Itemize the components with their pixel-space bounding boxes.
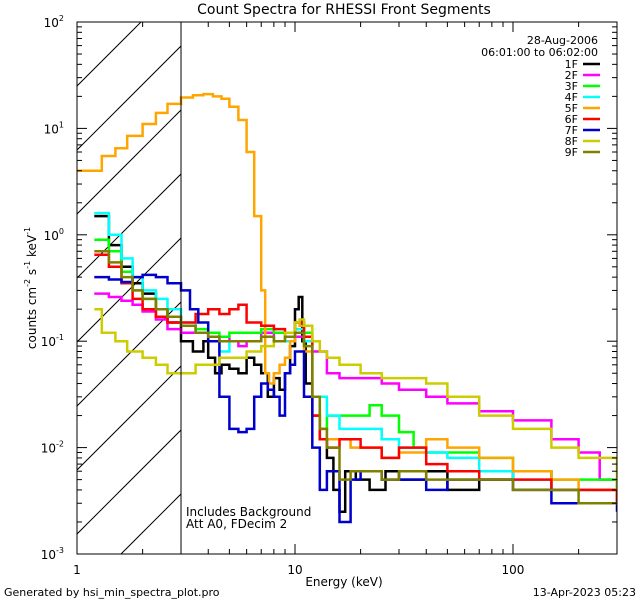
legend-label: 2F — [565, 69, 578, 82]
legend-label: 5F — [565, 102, 578, 115]
time-range-label: 06:01:00 to 06:02:00 — [481, 46, 598, 59]
y-axis-ticks — [77, 21, 617, 555]
series-line-9F — [94, 250, 617, 505]
x-tick-labels: 1 10 100 — [73, 563, 524, 577]
x-tick-label: 10 — [287, 563, 302, 577]
y-tick-label-exp: 0 — [59, 227, 64, 236]
series-line-8F — [94, 307, 617, 490]
y-tick-label: 10-2 — [41, 440, 64, 456]
hatch-line — [77, 173, 182, 279]
legend-label: 8F — [565, 135, 578, 148]
series-line-5F — [77, 92, 617, 504]
y-tick-label-base: 10 — [44, 229, 59, 243]
y-axis-label-part: counts cm — [25, 287, 39, 349]
y-axis-label: counts cm-2 s-1 keV-1 — [23, 227, 39, 349]
y-axis-label-exp: -2 — [23, 279, 32, 287]
x-tick-label: 1 — [73, 563, 81, 577]
y-tick-label-exp: 2 — [59, 14, 64, 23]
legend-label: 7F — [565, 124, 578, 137]
y-tick-label-base: 10 — [41, 335, 56, 349]
y-tick-label-exp: -3 — [56, 546, 64, 555]
hatch-line — [77, 237, 182, 343]
y-tick-label: 101 — [44, 120, 64, 136]
legend-label: 3F — [565, 80, 578, 93]
y-tick-label-exp: 1 — [59, 120, 64, 129]
annotation-background: Includes Background — [186, 505, 311, 519]
series-line-4F — [94, 211, 617, 504]
y-axis-label-part: s — [25, 269, 39, 279]
y-tick-label-exp: -2 — [56, 440, 64, 449]
chart-title: Count Spectra for RHESSI Front Segments — [197, 2, 491, 18]
hatch-line — [77, 22, 142, 87]
date-label: 28-Aug-2006 — [527, 34, 598, 47]
hatch-line — [77, 45, 182, 151]
y-tick-label-base: 10 — [44, 122, 59, 136]
legend-label: 4F — [565, 91, 578, 104]
hatched-region — [77, 22, 182, 554]
y-tick-labels: 10-3 10-2 10-1 100 101 102 — [41, 14, 64, 562]
y-tick-label-base: 10 — [44, 16, 59, 30]
legend-label: 6F — [565, 113, 578, 126]
y-tick-label-base: 10 — [41, 442, 56, 456]
legend-label: 1F — [565, 58, 578, 71]
y-tick-label: 102 — [44, 14, 64, 30]
y-axis-label-exp: -1 — [23, 261, 32, 269]
x-axis-label: Energy (keV) — [305, 575, 382, 589]
y-tick-label-base: 10 — [41, 548, 56, 562]
hatch-line — [77, 109, 182, 215]
x-tick-label: 100 — [502, 563, 525, 577]
y-tick-label: 100 — [44, 227, 64, 243]
y-tick-label: 10-1 — [41, 333, 64, 349]
hatch-line — [77, 429, 182, 535]
y-tick-label: 10-3 — [41, 546, 64, 562]
annotation-attenuator: Att A0, FDecim 2 — [186, 517, 287, 531]
y-axis-label-part: keV — [25, 234, 39, 261]
footer-timestamp: 13-Apr-2023 05:23 — [533, 586, 636, 599]
series-line-7F — [94, 273, 617, 524]
series-layer — [77, 92, 617, 524]
y-axis-label-exp: -1 — [23, 227, 32, 235]
footer-generated-by: Generated by hsi_min_spectra_plot.pro — [4, 586, 220, 599]
legend-label: 9F — [565, 146, 578, 159]
plot-frame — [76, 21, 618, 555]
y-tick-label-exp: -1 — [56, 333, 64, 342]
x-axis-ticks — [76, 22, 618, 554]
hatch-line — [77, 365, 182, 471]
